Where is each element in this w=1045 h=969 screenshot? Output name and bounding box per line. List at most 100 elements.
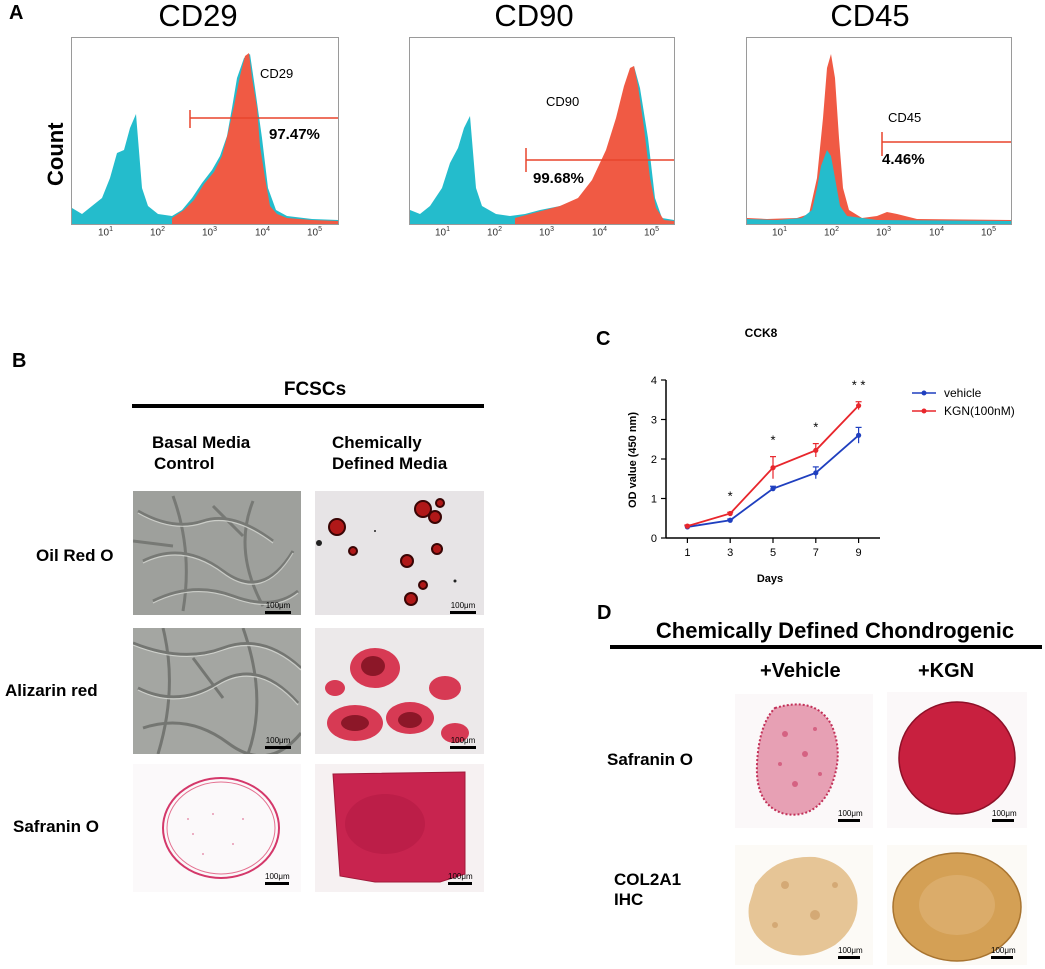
histogram-cd29 (72, 53, 338, 224)
y-tick-label: 2 (651, 454, 657, 466)
col-head-kgn: +KGN (918, 660, 975, 682)
panel-d-letter: D (597, 602, 612, 624)
histogram-cd90 (410, 66, 674, 224)
x-tick-label: 7 (813, 547, 819, 559)
tick-label: 105 (644, 226, 660, 239)
scale-bar: 100μm (450, 601, 476, 614)
legend-item-kgn: KGN(100nM) (912, 402, 1015, 420)
scale-bar: 100μm (265, 736, 291, 749)
flow-title-cd45: CD45 (830, 0, 910, 33)
legend-item-vehicle: vehicle (912, 384, 1015, 402)
tick-label: 101 (98, 226, 114, 239)
tick-label: 103 (876, 226, 892, 239)
series-line-0 (687, 434, 860, 528)
gate-pct-cd90: 99.68% (533, 170, 584, 187)
data-point (684, 523, 690, 529)
y-tick-label: 3 (651, 415, 657, 427)
data-point (770, 465, 776, 471)
gate-pct-cd29: 97.47% (269, 126, 320, 143)
gate-marker-cd90 (525, 148, 674, 172)
scale-bar: 100μm (265, 872, 290, 885)
fcscs-label: FCSCs (283, 379, 347, 400)
x-tick-label: 1 (684, 547, 690, 559)
tick-label: 105 (307, 226, 323, 239)
scale-bar: 100μm (450, 736, 476, 749)
scale-bar: 100μm (838, 946, 863, 959)
significance-mark: * (728, 488, 733, 503)
significance-mark: * (770, 433, 775, 448)
gate-marker-cd45 (881, 132, 1011, 156)
data-point (770, 486, 776, 492)
row-label-alizarin: Alizarin red (5, 681, 98, 700)
tick-label: 104 (929, 226, 945, 239)
micrograph-basal-safranin (133, 764, 301, 892)
micrograph-basal-alizarin (133, 628, 301, 754)
gate-pct-cd45: 4.46% (882, 151, 925, 168)
flow-title-cd90: CD90 (494, 0, 574, 33)
tick-label: 102 (824, 226, 840, 239)
data-point (856, 432, 862, 438)
col-head-basal: Basal Media Control (152, 433, 251, 473)
x-tick-label: 9 (856, 547, 862, 559)
data-point (813, 447, 819, 453)
tick-label: 103 (539, 226, 555, 239)
micrograph-kgn-col2a1 (887, 845, 1027, 965)
micrograph-chem-safranin (315, 764, 484, 892)
panel-c-letter: C (596, 328, 611, 350)
x-tick-label: 3 (727, 547, 733, 559)
y-tick-label: 0 (651, 533, 657, 545)
tick-label: 102 (150, 226, 166, 239)
chondrogenic-divider (610, 645, 1042, 649)
chart-legend: vehicle KGN(100nM) (912, 384, 1015, 420)
y-tick-label: 1 (651, 494, 657, 506)
row-label-safranin-d: Safranin O (607, 750, 693, 769)
tick-label: 104 (255, 226, 271, 239)
flow-plot-cd45: CD45 4.46% (746, 37, 1012, 225)
significance-mark: * * (852, 378, 866, 393)
scale-bar: 100μm (448, 872, 473, 885)
gate-label-cd45: CD45 (888, 110, 922, 125)
micrograph-chem-alizarin (315, 628, 484, 754)
col-head-vehicle: +Vehicle (760, 660, 841, 682)
micrograph-chem-oil-red (315, 491, 484, 615)
tick-label: 101 (772, 226, 788, 239)
tick-label: 101 (435, 226, 451, 239)
scale-bar: 100μm (838, 809, 863, 822)
chart-title: CCK8 (745, 326, 778, 340)
row-label-col2a1: COL2A1 IHC (614, 870, 682, 909)
flow-plot-cd29: CD29 97.47% (71, 37, 339, 225)
gate-marker-cd29 (189, 110, 338, 128)
chart-ylabel: OD value (450 nm) (627, 412, 639, 508)
tick-label: 102 (487, 226, 503, 239)
col-head-chemically-defined: Chemically Defined Media (332, 433, 448, 473)
data-point (856, 403, 862, 409)
tick-label: 104 (592, 226, 608, 239)
flow-title-cd29: CD29 (158, 0, 238, 33)
chart-xlabel: Days (757, 573, 783, 585)
scale-bar: 100μm (265, 601, 291, 614)
gate-label-cd29: CD29 (260, 66, 294, 81)
data-point (727, 510, 733, 517)
tick-label: 105 (981, 226, 997, 239)
scale-bar: 100μm (991, 946, 1016, 959)
micrograph-kgn-safranin (887, 692, 1027, 828)
panel-a-ylabel: Count (43, 122, 68, 186)
micrograph-vehicle-col2a1 (735, 845, 873, 965)
tick-label: 103 (202, 226, 218, 239)
row-label-oil-red: Oil Red O (36, 546, 114, 565)
scale-bar: 100μm (992, 809, 1017, 822)
data-point (727, 517, 733, 523)
y-tick-label: 4 (651, 375, 657, 387)
row-label-safranin-b: Safranin O (13, 817, 99, 836)
chondrogenic-label: Chemically Defined Chondrogenic (655, 618, 1015, 643)
flow-plot-cd90: CD90 99.68% (409, 37, 675, 225)
x-tick-label: 5 (770, 547, 776, 559)
significance-mark: * (813, 420, 818, 435)
gate-label-cd90: CD90 (546, 94, 580, 109)
cck8-chart: CCK8 OD value (450 nm) Days 0 1 2 3 4 1 3 5 7 9 *… (600, 320, 900, 590)
data-point (813, 470, 819, 476)
panel-b-letter: B (12, 350, 27, 372)
micrograph-basal-oil-red (133, 491, 301, 615)
panel-a-letter: A (9, 2, 24, 24)
micrograph-vehicle-safranin (735, 694, 873, 828)
